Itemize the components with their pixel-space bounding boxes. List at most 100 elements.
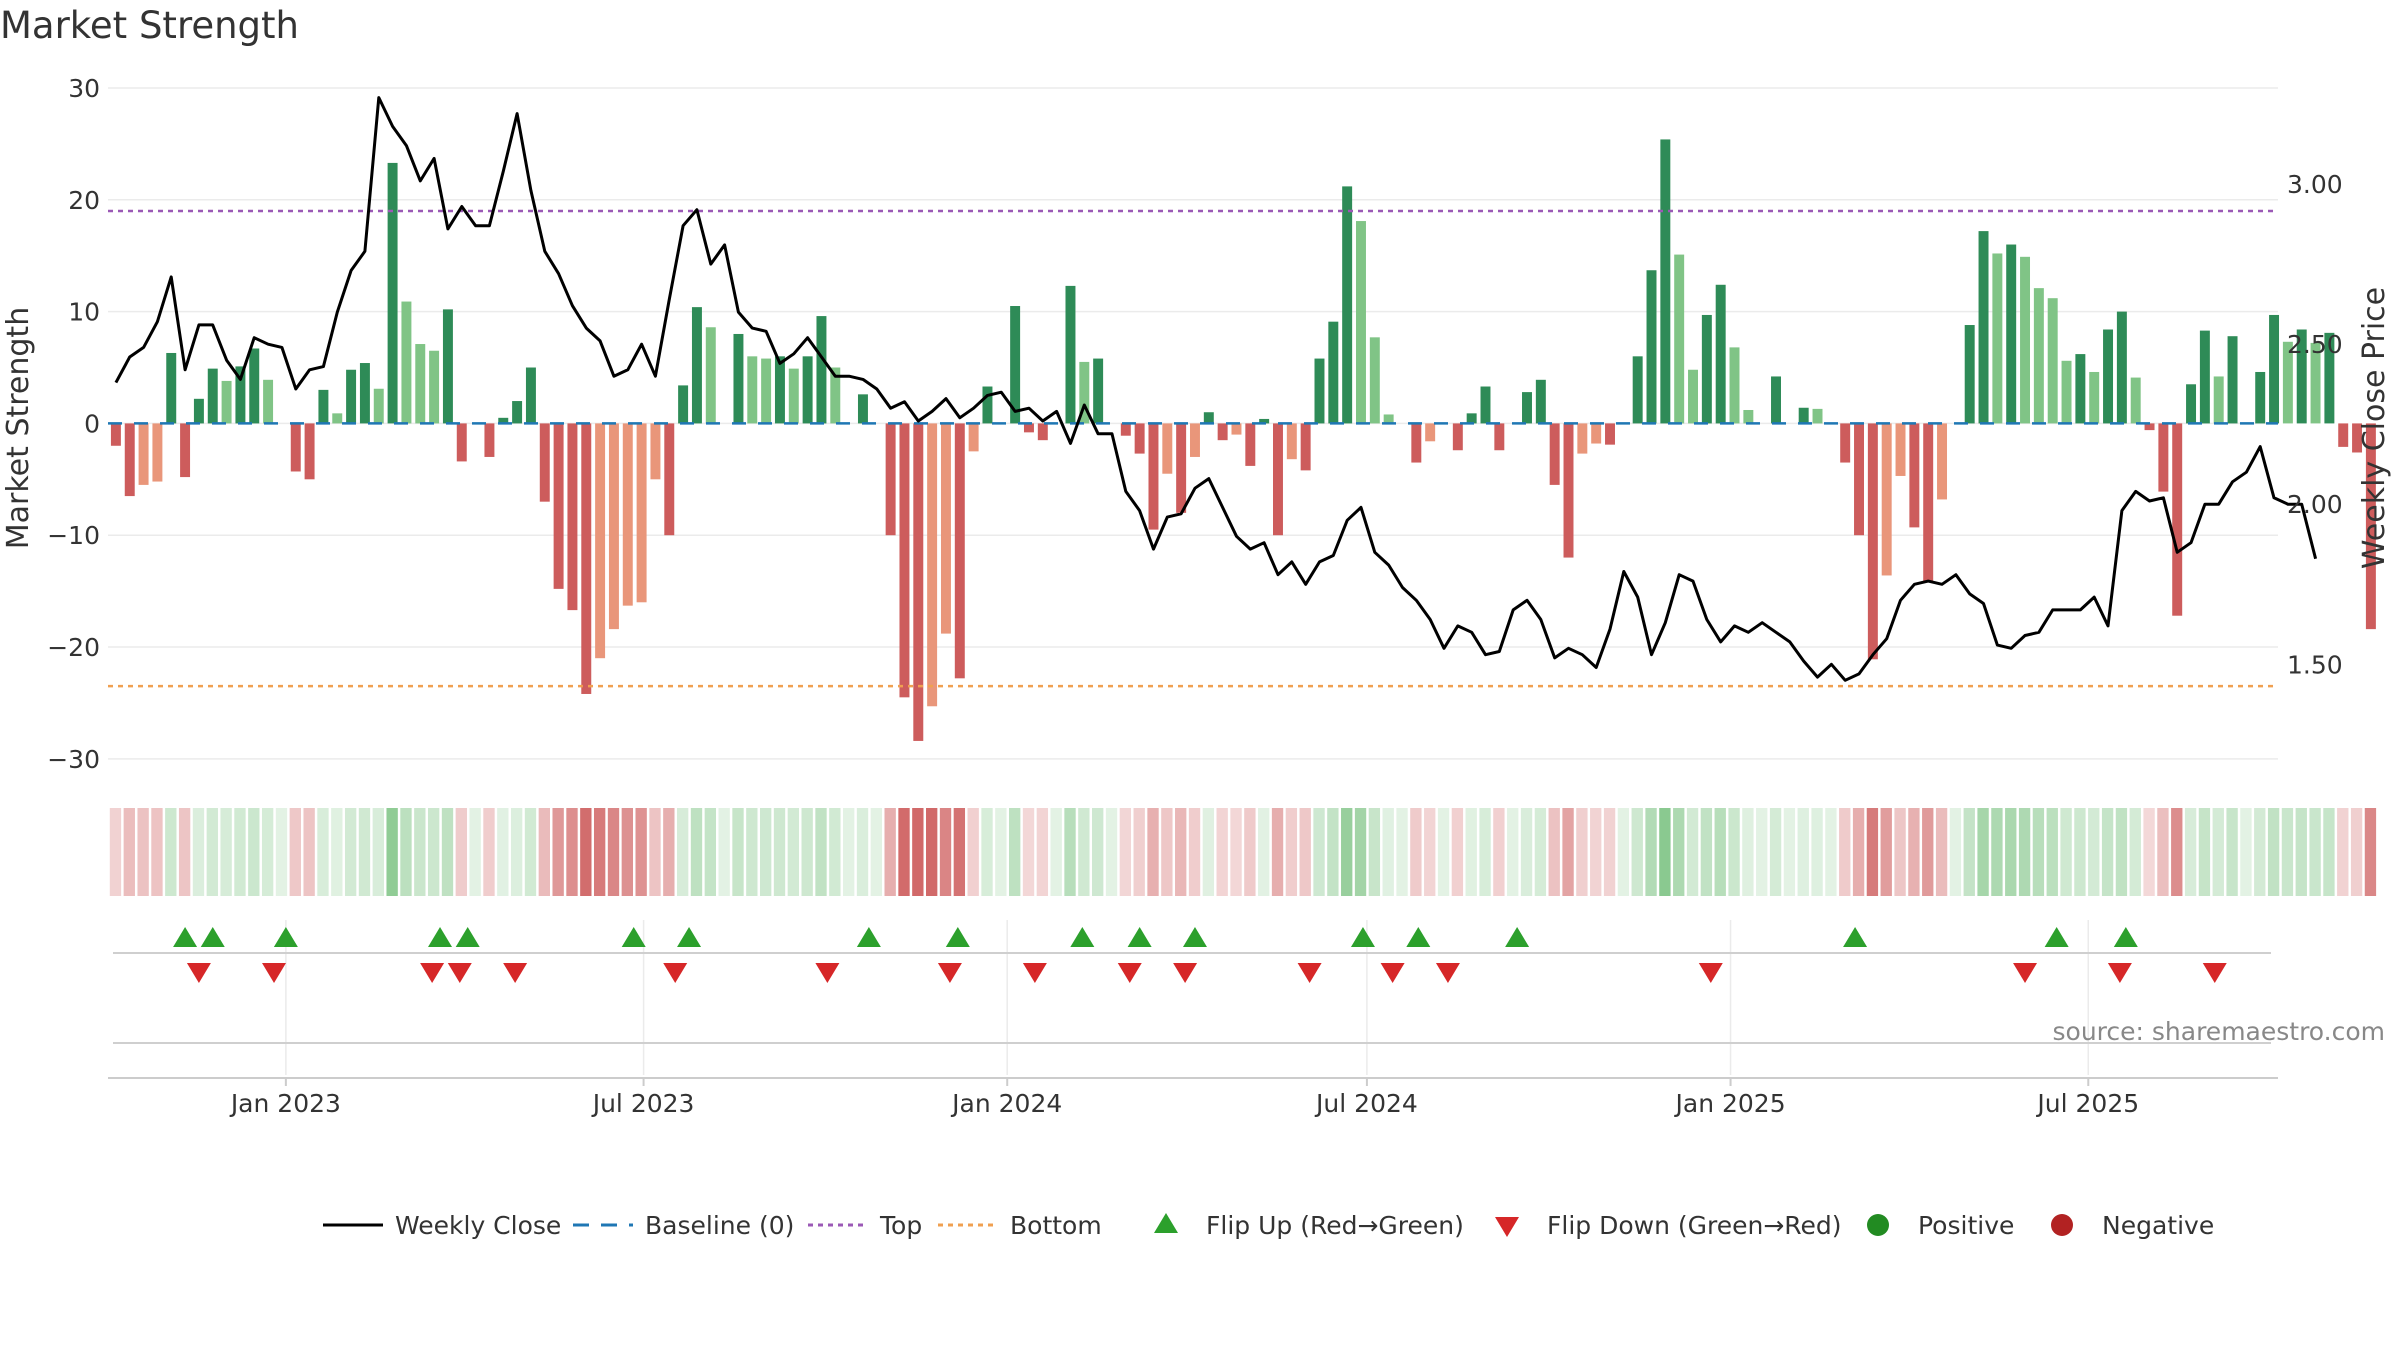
strength-heat-cell [1700, 808, 1713, 896]
strength-heat-cell [344, 808, 357, 896]
flip-up-marker [1070, 927, 1095, 947]
flip-up-marker [1843, 927, 1868, 947]
strength-heat-cell [1161, 808, 1173, 896]
negative-strength-bar [954, 423, 965, 679]
positive-strength-bar [982, 386, 993, 424]
negative-strength-bar [1549, 423, 1560, 485]
negative-strength-bar [608, 423, 619, 630]
strength-heat-cell [1133, 808, 1145, 896]
strength-heat-cell [1714, 808, 1726, 896]
negative-strength-bar [1577, 423, 1588, 454]
reference-lines [108, 209, 2278, 688]
strength-heat-cell [676, 808, 689, 896]
strength-bars [110, 139, 2376, 741]
strength-heat-cell [2005, 808, 2017, 896]
legend-label: Flip Down (Green→Red) [1547, 1211, 1842, 1240]
negative-strength-bar [2352, 423, 2363, 453]
positive-strength-bar [1660, 139, 1671, 424]
negative-strength-bar [1300, 423, 1311, 471]
strength-heat-cell [746, 808, 758, 896]
strength-heat-cell [1493, 808, 1505, 896]
strength-heat-cell [1258, 808, 1270, 896]
strength-heat-cell [884, 808, 896, 896]
legend-label: Bottom [1010, 1211, 1102, 1240]
negative-strength-bar [567, 423, 578, 611]
negative-strength-bar [539, 423, 550, 502]
positive-strength-bar [830, 367, 841, 424]
positive-strength-bar [1522, 392, 1532, 424]
positive-strength-bar [1771, 376, 1781, 424]
negative-strength-bar [2158, 423, 2169, 492]
strength-heat-cell [1520, 808, 1533, 896]
positive-strength-bar [1480, 386, 1491, 424]
legend-flip-up-swatch [1154, 1213, 1178, 1233]
strength-heat-cell [1230, 808, 1242, 896]
strength-heat-cell [718, 808, 730, 896]
weekly-close-line [114, 96, 2318, 682]
negative-strength-bar [1937, 423, 1948, 500]
strength-heat-cell [1382, 808, 1394, 896]
positive-strength-bar [442, 309, 453, 424]
negative-strength-bar [927, 423, 938, 707]
strength-heat-cell [1202, 808, 1215, 896]
strength-heat-cell [1437, 808, 1450, 896]
strength-heat-cell [441, 808, 454, 896]
strength-heat-cell [1465, 808, 1477, 896]
negative-strength-bar [1245, 423, 1256, 466]
strength-heat-cell [1368, 808, 1381, 896]
positive-strength-bar [2199, 330, 2210, 424]
legend-label: Baseline (0) [645, 1211, 794, 1240]
positive-strength-bar [1715, 284, 1726, 424]
y2-axis-label: Weekly Close Price [2357, 287, 2392, 569]
positive-strength-bar [318, 389, 329, 424]
strength-heat-cell [843, 808, 855, 896]
legend: Weekly Close Baseline (0) Top Bottom Flip Up… [323, 1211, 2214, 1240]
positive-strength-bar [1342, 186, 1353, 424]
strength-heat-cell [801, 808, 813, 896]
positive-strength-bar [2255, 371, 2266, 424]
strength-heat-cell [2323, 808, 2335, 896]
strength-heat-cell [995, 808, 1007, 896]
positive-strength-bar [207, 368, 218, 424]
flip-down-marker [1380, 963, 1405, 983]
negative-strength-bar [304, 423, 315, 480]
negative-strength-bar [553, 423, 564, 589]
strength-heat-cell [1659, 808, 1671, 896]
strength-heat-cell [2212, 808, 2224, 896]
strength-heat-cell [773, 808, 786, 896]
positive-strength-bar [1010, 306, 1021, 424]
positive-strength-bar [498, 417, 509, 424]
strength-heat-cell [2046, 808, 2058, 896]
strength-heat-cell [483, 808, 495, 896]
strength-heat-cell [275, 808, 288, 896]
strength-heat-cell [386, 808, 398, 896]
strength-heat-cell [1839, 808, 1851, 896]
positive-strength-bar [1646, 270, 1657, 424]
strength-heat-cell [2184, 808, 2197, 896]
positive-strength-bar [2061, 360, 2072, 424]
positive-strength-bar [1065, 285, 1076, 424]
legend-label: Negative [2102, 1211, 2214, 1240]
strength-heat-cell [1631, 808, 1643, 896]
negative-strength-bar [664, 423, 675, 536]
negative-strength-bar [1452, 423, 1463, 451]
flip-up-marker [945, 927, 970, 947]
strength-heat-cell [1396, 808, 1408, 896]
strength-heat-cell [524, 808, 537, 896]
positive-strength-bar [774, 356, 785, 424]
strength-heat-cell [1507, 808, 1519, 896]
negative-strength-bar [913, 423, 924, 741]
y-tick-label: −10 [47, 521, 100, 550]
strength-heat-cell [2115, 808, 2128, 896]
strength-heat-cell [165, 808, 177, 896]
strength-heat-cell [829, 808, 841, 896]
negative-strength-bar [1162, 423, 1173, 474]
positive-strength-bar [788, 368, 799, 424]
positive-strength-bar [2116, 311, 2127, 424]
strength-heat-cell [151, 808, 163, 896]
strength-heat-cell [1645, 808, 1657, 896]
strength-heat-cell [912, 808, 924, 896]
strength-heat-cell [926, 808, 938, 896]
strength-heat-cell [289, 808, 301, 896]
strength-heat-cell [2060, 808, 2072, 896]
